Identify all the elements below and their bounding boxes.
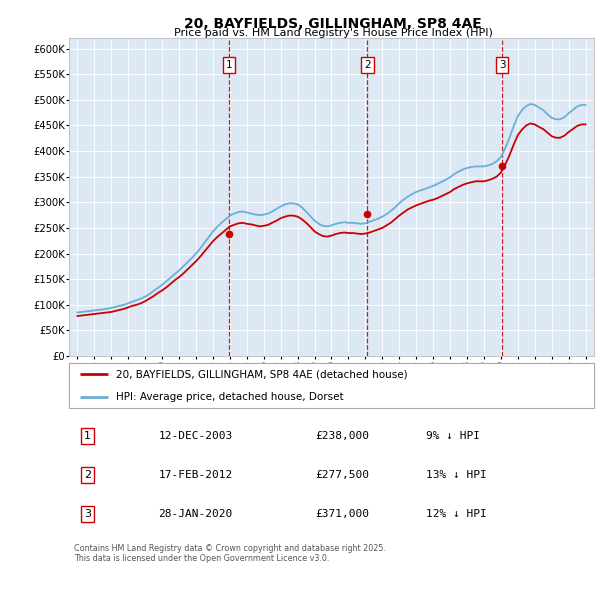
Text: £371,000: £371,000 [316,509,370,519]
Text: HPI: Average price, detached house, Dorset: HPI: Average price, detached house, Dors… [116,392,344,402]
Text: £277,500: £277,500 [316,470,370,480]
Text: 13% ↓ HPI: 13% ↓ HPI [426,470,487,480]
Text: Contains HM Land Registry data © Crown copyright and database right 2025.
This d: Contains HM Land Registry data © Crown c… [74,544,386,563]
Text: 20, BAYFIELDS, GILLINGHAM, SP8 4AE: 20, BAYFIELDS, GILLINGHAM, SP8 4AE [184,17,482,31]
Text: 28-JAN-2020: 28-JAN-2020 [158,509,233,519]
Text: £238,000: £238,000 [316,431,370,441]
Text: 12% ↓ HPI: 12% ↓ HPI [426,509,487,519]
Text: Price paid vs. HM Land Registry's House Price Index (HPI): Price paid vs. HM Land Registry's House … [173,28,493,38]
Text: 1: 1 [84,431,91,441]
Text: 9% ↓ HPI: 9% ↓ HPI [426,431,480,441]
Text: 2: 2 [364,60,371,70]
Text: 20, BAYFIELDS, GILLINGHAM, SP8 4AE (detached house): 20, BAYFIELDS, GILLINGHAM, SP8 4AE (deta… [116,369,408,379]
Text: 3: 3 [84,509,91,519]
Text: 3: 3 [499,60,505,70]
Text: 2: 2 [84,470,91,480]
Text: 1: 1 [226,60,232,70]
Text: 12-DEC-2003: 12-DEC-2003 [158,431,233,441]
Text: 17-FEB-2012: 17-FEB-2012 [158,470,233,480]
